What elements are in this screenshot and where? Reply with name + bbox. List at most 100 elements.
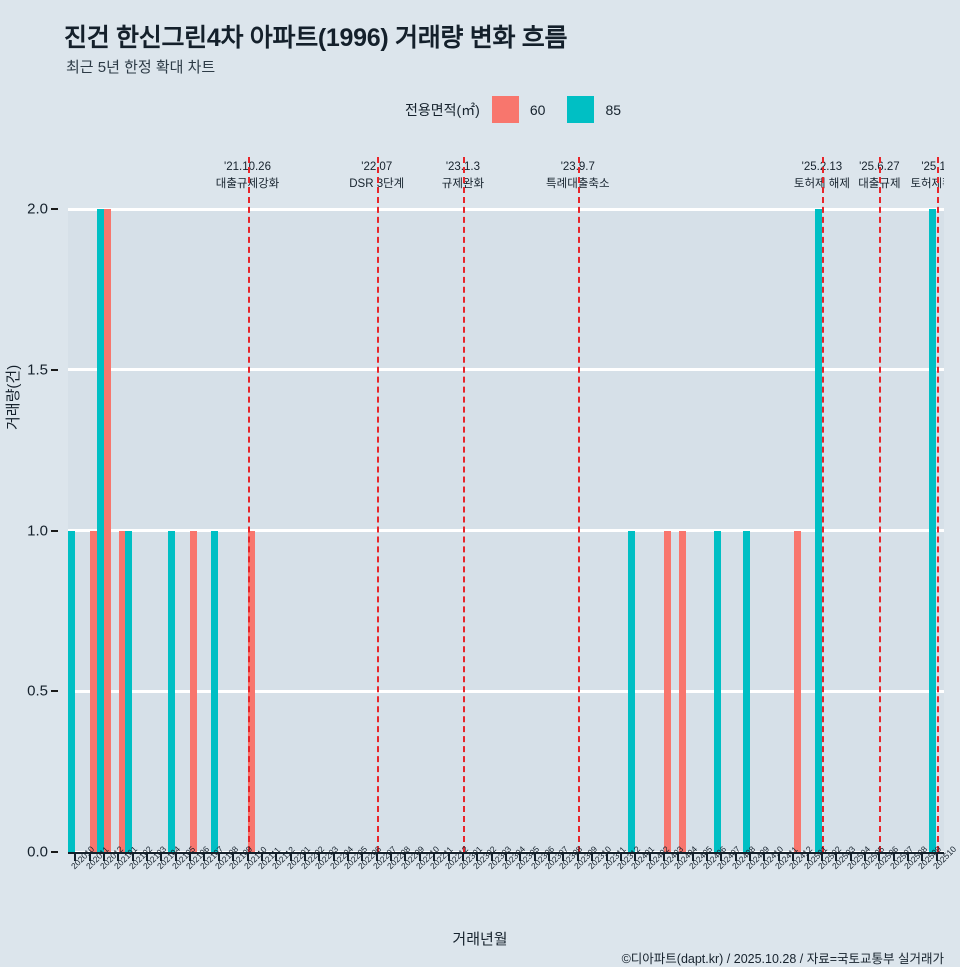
bar-60-202404 [678,530,686,852]
event-line-5 [879,157,882,852]
x-tick-mark-202401 [634,854,637,861]
x-axis-line [68,852,944,854]
x-tick-mark-202102 [131,854,134,861]
y-axis: 0.0 0.5 1.0 1.5 2.0 [0,201,58,861]
x-tick-mark-202304 [505,854,507,861]
chart-legend: 전용면적(㎡) 60 85 [405,96,643,123]
gridline [68,689,944,693]
legend-item-60[interactable]: 60 [491,96,546,123]
x-tick-mark-202502 [820,854,823,861]
x-tick-mark-202112 [275,854,278,861]
x-tick-mark-202507 [892,854,895,861]
x-tick-mark-202509 [921,854,924,861]
x-tick-mark-202305 [519,854,522,861]
event-name-6: 토허제확대 [910,178,944,190]
x-tick-mark-202406 [706,854,709,861]
x-axis-title: 거래년월 [452,931,508,948]
x-tick-mark-202508 [907,854,910,861]
x-tick-mark-202405 [691,854,694,861]
legend-title: 전용면적(㎡) [405,101,480,118]
x-tick-mark-202201 [289,854,292,861]
y-tick-label-2.0: 2.0 [27,200,48,218]
legend-label-60: 60 [529,101,546,118]
x-tick-mark-202311 [605,854,608,861]
x-tick-mark-202303 [490,854,493,861]
x-tick-mark-202212 [447,854,450,861]
x-tick-mark-202402 [648,854,651,861]
bar-60-202412 [793,530,801,852]
x-tick-mark-202407 [720,854,723,861]
x-tick-mark-202310 [591,854,594,861]
x-tick-mark-202203 [318,854,321,861]
plot-area [67,157,944,854]
legend-swatch-85 [567,96,595,123]
x-tick-mark-202409 [749,854,752,861]
x-tick-mark-202410 [763,854,766,861]
x-tick-mark-202506 [878,854,881,861]
event-date-1: '22.07 [361,161,393,173]
x-tick-mark-202309 [576,854,579,861]
y-tick-label-0.5: 0.5 [27,682,48,700]
x-tick-mark-202202 [303,854,306,861]
x-tick-mark-202510 [935,854,938,861]
x-tick-mark-202412 [792,854,795,861]
x-tick-mark-202010 [74,854,77,861]
bar-60-202403 [664,530,672,852]
x-tick-mark-202108 [217,854,220,861]
x-tick-mark-202209 [404,854,407,861]
y-tick-mark-0.5 [51,690,58,693]
y-tick-mark-0.0 [51,851,58,853]
x-tick-mark-202501 [806,854,809,861]
x-tick-mark-202205 [347,854,350,861]
bar-85-202407 [714,530,722,852]
x-tick-mark-202312 [619,854,622,861]
event-label-6: '25.10 토허제확대 [910,159,944,193]
x-tick-mark-202505 [864,854,867,861]
gridline [68,368,944,372]
bar-85-202502 [814,209,822,852]
x-tick-mark-202104 [160,854,163,861]
y-tick-label-1.0: 1.0 [27,522,48,539]
event-line-4 [821,157,824,852]
x-tick-mark-202403 [662,854,665,861]
chart-subtitle: 최근 5년 한정 확대 차트 [66,59,216,76]
event-annotations: '21.10.26 대출규제강화 '22.07 DSR 3단계 '23.1.3 규제완화 '… [68,157,944,203]
x-tick-mark-202302 [476,854,479,861]
page-title: 진건 한신그린4차 아파트(1996) 거래량 변화 흐름 [64,24,568,52]
x-tick-mark-202208 [390,854,393,861]
bar-85-202108 [211,530,219,852]
x-tick-mark-202503 [835,854,838,861]
x-tick-mark-202207 [375,854,378,861]
x-tick-mark-202103 [145,854,148,861]
event-line-3 [577,157,580,852]
bar-85-202401 [627,530,635,852]
x-tick-mark-202111 [260,854,263,861]
x-tick-mark-202109 [232,854,235,861]
bar-85-202010 [67,530,75,852]
x-tick-mark-202504 [849,854,852,861]
x-tick-mark-202110 [246,854,249,861]
x-tick-mark-202105 [174,854,177,861]
x-tick-mark-202106 [189,854,192,861]
x-tick-mark-202101 [117,854,120,861]
x-tick-mark-202408 [734,854,737,861]
x-tick-mark-202211 [433,854,436,861]
legend-item-85[interactable]: 85 [567,96,621,123]
x-tick-mark-202206 [361,854,364,861]
bar-60-202110 [247,530,255,852]
x-tick-mark-202107 [203,854,206,861]
bar-85-202510 [929,209,937,852]
bar-60-202106 [190,530,198,852]
x-tick-mark-202012 [102,854,105,861]
bar-85-202012 [96,209,104,852]
bar-60-202011 [89,530,97,852]
x-tick-mark-202011 [88,854,91,861]
bar-85-202102 [125,530,133,852]
event-line-6 [936,157,939,852]
event-line-1 [376,157,379,852]
y-tick-mark-2.0 [51,208,58,210]
x-tick-mark-202301 [461,854,464,861]
x-tick-mark-202411 [777,854,780,861]
y-tick-mark-1.5 [51,368,58,371]
event-line-2 [462,157,465,852]
